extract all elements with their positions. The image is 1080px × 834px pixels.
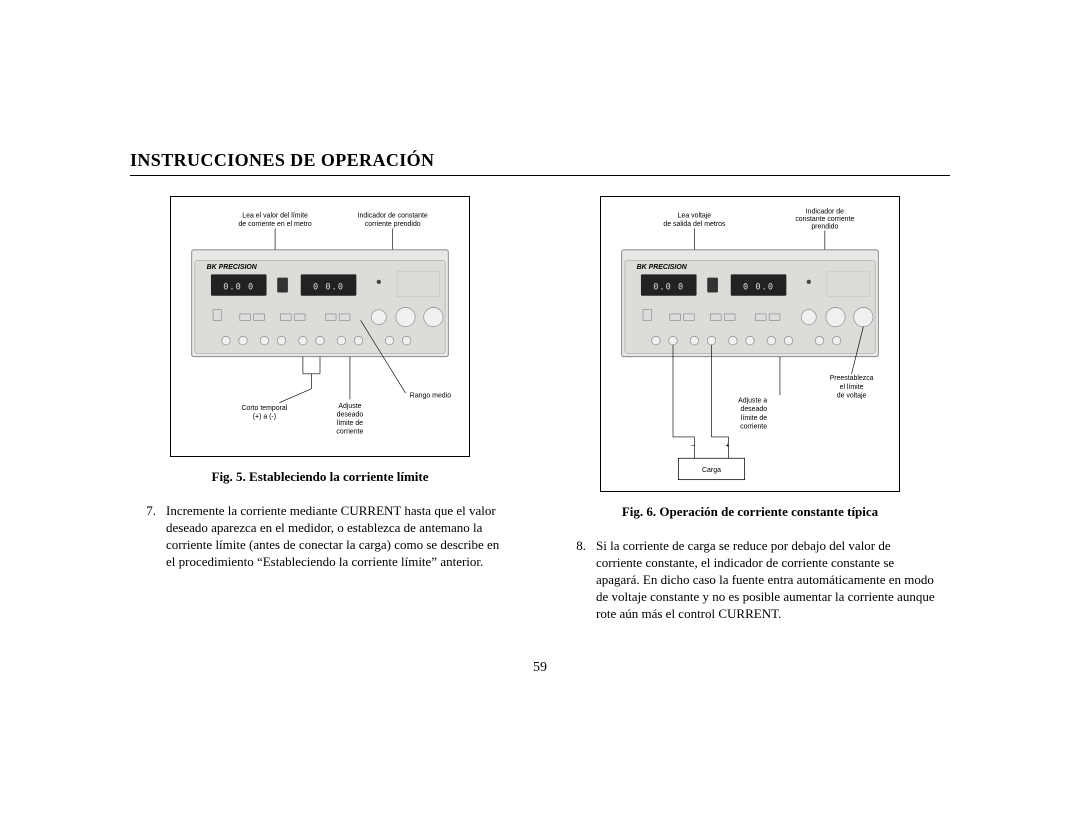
page-number: 59 — [130, 660, 950, 676]
fig6-right-display: 0 0.0 — [743, 282, 774, 292]
figure-5-diagram: Lea el valor del límite de corriente en … — [181, 207, 459, 442]
fig5-label-topright2: corriente prendido — [365, 221, 421, 228]
page: INSTRUCCIONES DE OPERACIÓN Lea el valor … — [130, 150, 950, 622]
fig6-label-topright1: Indicador de — [806, 208, 844, 215]
fig5-label-botmid4: corriente — [336, 429, 363, 436]
fig6-brand: BK PRECISION — [637, 264, 688, 271]
fig5-label-topright1: Indicador de constante — [358, 213, 428, 220]
fig6-label-botmid1: Adjuste a — [738, 398, 767, 405]
fig5-right-display: 0 0.0 — [313, 282, 344, 292]
fig5-instrument: BK PRECISION 0.0 0 0 0.0 — [192, 250, 449, 357]
fig6-load-label: Carga — [702, 467, 721, 474]
fig5-label-botmid3: límite de — [337, 420, 363, 427]
fig6-label-topright2: constante corriente — [795, 216, 854, 223]
figure-6-diagram: Lea voltaje de salida del metros Indicad… — [611, 207, 889, 485]
fig5-label-botleft2: (+) a (-) — [253, 414, 276, 421]
fig6-load-plus: + — [725, 443, 729, 450]
fig6-label-rightmid1: Preestablezca — [830, 375, 874, 382]
figure-6-box: Lea voltaje de salida del metros Indicad… — [600, 196, 900, 492]
fig5-label-topleft2: de corriente en el metro — [238, 221, 311, 228]
paragraph-7: 7. Incremente la corriente mediante CURR… — [130, 503, 510, 571]
fig5-left-display: 0.0 0 — [223, 282, 254, 292]
paragraph-8-text: Si la corriente de carga se reduce por d… — [596, 538, 940, 622]
paragraph-7-number: 7. — [130, 503, 166, 571]
paragraph-8-number: 8. — [560, 538, 596, 622]
right-column: Lea voltaje de salida del metros Indicad… — [560, 196, 940, 622]
paragraph-7-text: Incremente la corriente mediante CURRENT… — [166, 503, 510, 571]
figure-6-caption: Fig. 6. Operación de corriente constante… — [560, 504, 940, 520]
fig6-label-rightmid3: de voltaje — [837, 392, 867, 399]
fig6-label-botmid3: límite de — [741, 415, 767, 422]
fig5-leader-bottomleft — [279, 357, 320, 403]
paragraph-8: 8. Si la corriente de carga se reduce po… — [560, 538, 940, 622]
left-column: Lea el valor del límite de corriente en … — [130, 196, 510, 622]
title-rule — [130, 175, 950, 176]
fig6-left-display: 0.0 0 — [653, 282, 684, 292]
fig6-label-rightmid2: el límite — [840, 384, 864, 391]
fig6-label-topleft1: Lea voltaje — [678, 213, 712, 220]
figure-5-box: Lea el valor del límite de corriente en … — [170, 196, 470, 457]
fig5-label-botmid2: deseado — [337, 412, 364, 419]
fig6-label-topright3: prendido — [811, 223, 838, 230]
fig6-load-minus: – — [691, 443, 695, 450]
fig6-lead-neg — [673, 345, 694, 458]
fig5-label-botmid1: Adjuste — [338, 403, 361, 410]
fig6-label-botmid4: corriente — [740, 423, 767, 430]
fig5-label-topleft1: Lea el valor del límite — [242, 213, 308, 220]
fig5-label-rightmid: Rango medio — [410, 392, 451, 399]
figure-5-caption: Fig. 5. Estableciendo la corriente límit… — [130, 469, 510, 485]
fig6-label-topleft2: de salida del metros — [663, 221, 726, 228]
fig6-instrument: BK PRECISION 0.0 0 0 0.0 — [622, 250, 879, 357]
page-title: INSTRUCCIONES DE OPERACIÓN — [130, 150, 950, 171]
fig5-brand: BK PRECISION — [207, 264, 258, 271]
fig6-lead-pos — [712, 345, 729, 458]
columns: Lea el valor del límite de corriente en … — [130, 196, 950, 622]
fig5-label-botleft1: Corto temporal — [241, 405, 287, 412]
fig6-label-botmid2: deseado — [740, 406, 767, 413]
